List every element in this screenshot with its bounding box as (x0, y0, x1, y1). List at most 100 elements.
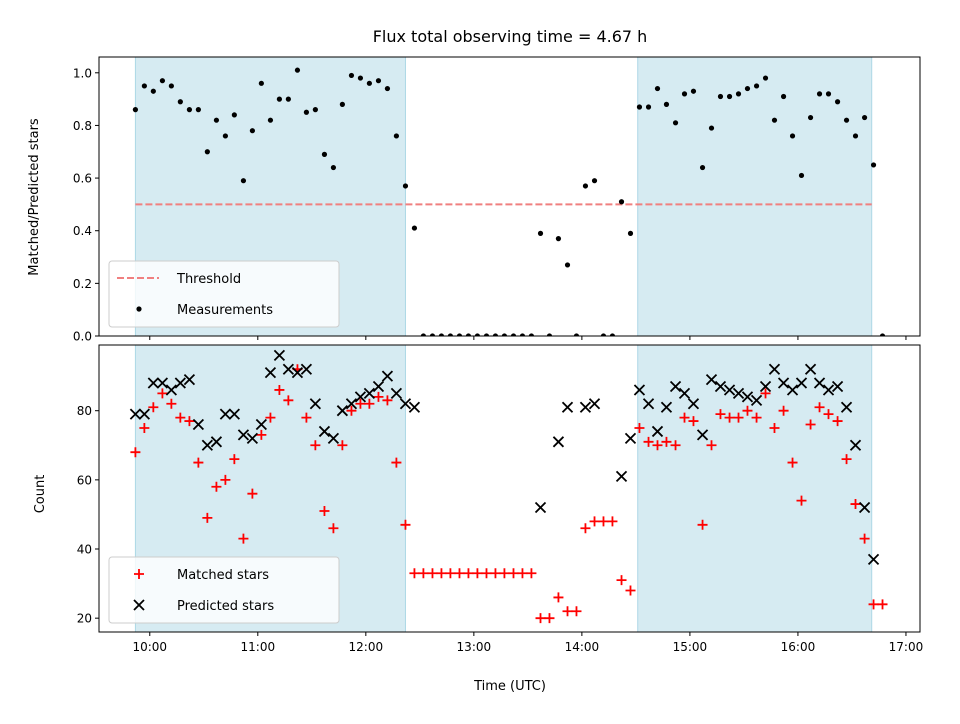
top-y-tick-label: 0.0 (73, 330, 92, 344)
matched-stars-point (364, 398, 375, 409)
measurement-point (537, 230, 544, 236)
measurement-point (870, 162, 877, 168)
measurement-point (816, 91, 823, 97)
matched-stars-point (256, 429, 267, 440)
measurement-point (276, 96, 283, 102)
bottom-shaded-interval-2 (637, 345, 873, 632)
predicted-stars-point (678, 387, 691, 400)
matched-stars-point (859, 533, 870, 544)
measurement-point (582, 183, 589, 189)
bottom-legend: Matched stars Predicted stars (108, 556, 340, 624)
matched-stars-point (274, 384, 285, 395)
predicted-stars-point (723, 384, 736, 396)
matched-stars-point (400, 519, 411, 530)
measurement-point (798, 172, 805, 179)
matched-stars-point (508, 568, 519, 579)
matched-stars-point (346, 405, 357, 416)
measurement-point (861, 114, 868, 121)
predicted-stars-point (858, 501, 871, 514)
predicted-stars-point (669, 380, 682, 393)
measurement-point (222, 133, 228, 139)
matched-stars-point (202, 512, 213, 523)
matched-stars-point (868, 599, 879, 610)
top-panel: 0.0 0.2 0.4 0.6 0.8 1.0 Threshold Measurements (73, 56, 921, 344)
predicted-stars-point (804, 363, 817, 375)
matched-stars-point (283, 395, 294, 406)
matched-stars-point (310, 440, 321, 451)
matched-stars-point (769, 422, 780, 433)
top-y-tick-label: 0.4 (73, 224, 92, 238)
predicted-stars-point (633, 384, 646, 396)
matched-stars-point (706, 440, 717, 451)
measurement-point (519, 333, 526, 336)
predicted-stars-point (687, 398, 700, 410)
matched-stars-point (814, 402, 825, 413)
measurement-point (744, 85, 751, 92)
measurement-point (195, 107, 201, 113)
x-tick-label: 11:00 (241, 640, 276, 654)
top-axes-frame (98, 56, 921, 337)
bottom-y-tick-label: 80 (77, 404, 92, 418)
measurement-point (150, 88, 156, 94)
predicted-stars-point (363, 387, 376, 400)
legend-measurements-swatch (136, 306, 142, 312)
matched-stars-point (481, 568, 492, 579)
matched-stars-point (589, 516, 600, 527)
predicted-stars-point (300, 363, 313, 375)
legend-predicted-swatch (133, 599, 145, 611)
measurement-point (609, 333, 616, 336)
predicted-stars-point (759, 380, 772, 393)
matched-stars-point (229, 454, 240, 465)
predicted-stars-point (228, 408, 240, 420)
matched-stars-point (337, 440, 348, 451)
measurement-point (303, 109, 310, 115)
measurement-point (186, 107, 193, 113)
measurement-point (330, 164, 337, 171)
measurement-point (510, 333, 517, 336)
matched-stars-point (193, 457, 204, 468)
matched-stars-point (787, 457, 798, 468)
measurement-point (447, 333, 454, 336)
top-y-tick-label: 0.8 (73, 119, 92, 133)
matched-stars-point (166, 398, 177, 409)
measurement-point (429, 333, 436, 336)
measurement-point (339, 101, 345, 107)
predicted-stars-point (795, 377, 808, 389)
matched-stars-point (544, 613, 555, 624)
predicted-stars-point (345, 398, 358, 410)
matched-stars-point (580, 523, 591, 534)
predicted-stars-point (309, 398, 322, 410)
predicted-stars-point (165, 384, 178, 396)
measurement-point (726, 93, 733, 100)
matched-stars-point (157, 388, 168, 399)
predicted-stars-point (219, 408, 232, 420)
matched-stars-point (490, 568, 501, 579)
matched-stars-point (796, 495, 807, 506)
measurement-point (411, 225, 418, 231)
measurement-point (474, 333, 481, 336)
measurement-point (564, 262, 571, 268)
measurement-point (672, 120, 679, 126)
measurement-point (771, 117, 778, 123)
predicted-stars-point (354, 391, 367, 403)
predicted-stars-point (399, 398, 412, 410)
matched-stars-point (301, 412, 312, 423)
predicted-stars-point (624, 432, 637, 444)
predicted-stars-point (138, 408, 151, 420)
measurement-point (393, 133, 399, 139)
measurement-point (231, 112, 237, 118)
measurement-point (735, 91, 742, 97)
measurement-point (249, 128, 255, 134)
predicted-stars-point (642, 398, 655, 410)
top-shaded-interval-2 (637, 57, 873, 336)
matched-stars-point (382, 395, 393, 406)
bottom-y-tick-label: 20 (77, 612, 92, 626)
measurement-point (654, 85, 661, 92)
matched-stars-point (778, 405, 789, 416)
matched-stars-point (877, 599, 888, 610)
measurement-point (555, 236, 562, 242)
matched-stars-point (319, 505, 330, 516)
predicted-stars-point (318, 425, 331, 438)
predicted-stars-point (156, 377, 169, 389)
